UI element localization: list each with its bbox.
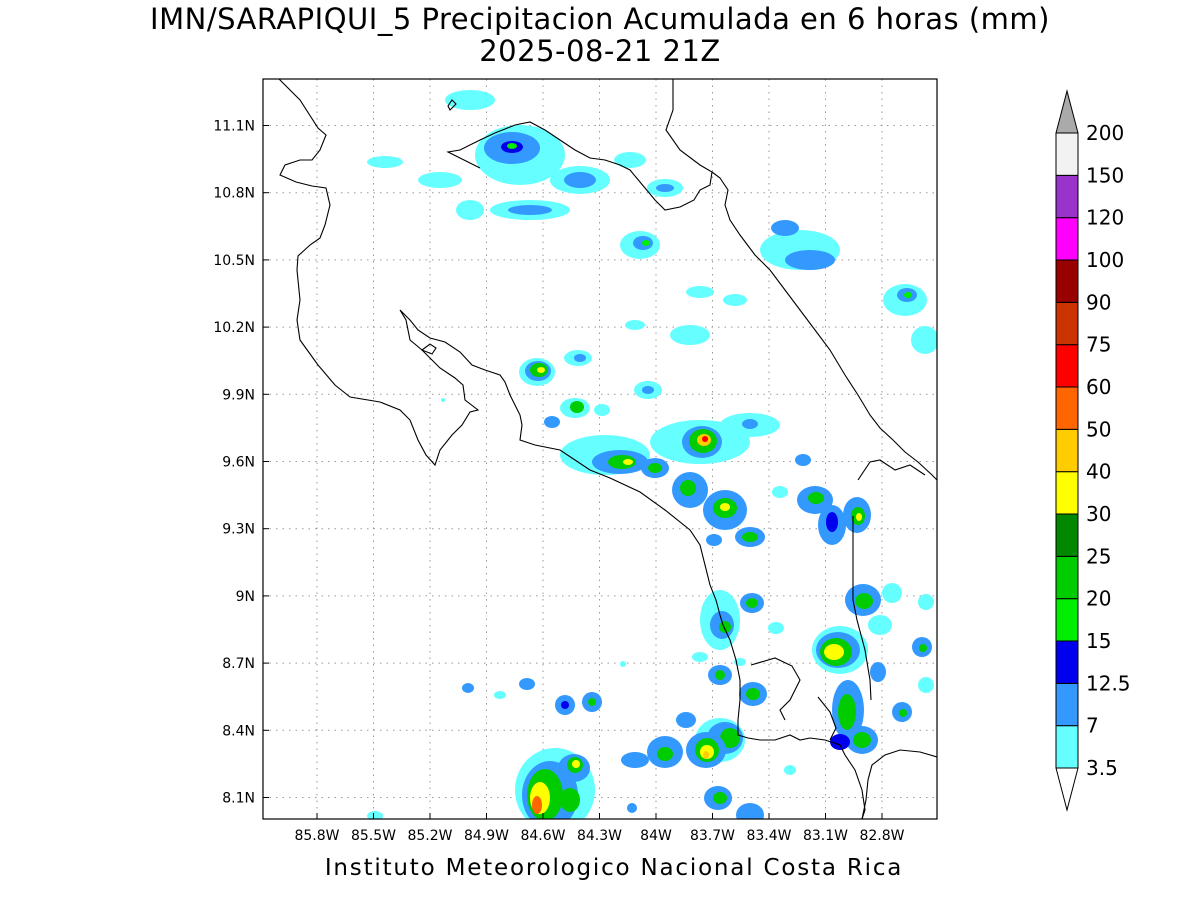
colorbar-box (1055, 132, 1079, 176)
colorbar-box (1055, 386, 1079, 430)
lon-tick-label: 84.9W (464, 828, 509, 844)
colorbar-box (1055, 725, 1079, 769)
colorbar-label: 20 (1086, 587, 1111, 611)
lat-tick-label: 9.6N (222, 455, 255, 471)
colorbar-upper-arrow (1055, 89, 1079, 134)
colorbar-label: 200 (1086, 121, 1124, 145)
map-title: IMN/SARAPIQUI_5 Precipitacion Acumulada … (150, 2, 1050, 36)
colorbar-box (1055, 555, 1079, 600)
lon-tick-label: 83.4W (746, 828, 791, 844)
colorbar-box (1055, 598, 1079, 642)
colorbar-box (1055, 217, 1079, 261)
colorbar-box (1055, 344, 1079, 388)
colorbar-label: 40 (1086, 460, 1111, 484)
lat-tick-label: 8.4N (222, 723, 255, 739)
colorbar-box (1055, 174, 1079, 219)
colorbar-box (1055, 259, 1079, 303)
lat-tick-label: 8.1N (222, 791, 255, 807)
lon-tick-label: 85.2W (407, 828, 452, 844)
colorbar-box (1055, 471, 1079, 515)
colorbar-label: 100 (1086, 248, 1124, 272)
colorbar-label: 3.5 (1086, 756, 1118, 780)
colorbar-box (1055, 513, 1079, 557)
lon-tick-label: 84W (640, 828, 672, 844)
lat-tick-label: 10.2N (213, 320, 255, 336)
colorbar-label: 7 (1086, 714, 1099, 738)
colorbar-lower-arrow (1055, 767, 1079, 812)
lat-tick-label: 10.8N (213, 186, 255, 202)
latitude-tick-labels: 8.1N 8.4N 8.7N 9N 9.3N 9.6N 9.9N 10.2N 10.5N 10.8… (213, 119, 269, 807)
lon-tick-label: 82.8W (859, 828, 904, 844)
colorbar-label: 50 (1086, 417, 1111, 441)
lon-tick-label: 85.8W (294, 828, 339, 844)
lon-tick-label: 83.1W (803, 828, 848, 844)
colorbar-box (1055, 428, 1079, 473)
lon-tick-label: 85.5W (351, 828, 396, 844)
map-valid-time: 2025-08-21 21Z (479, 34, 721, 68)
lat-tick-label: 8.7N (222, 656, 255, 672)
lat-tick-label: 9.3N (222, 522, 255, 538)
colorbar-box (1055, 640, 1079, 684)
colorbar-label: 60 (1086, 375, 1111, 399)
colorbar-label: 75 (1086, 333, 1111, 357)
lat-tick-label: 9N (236, 589, 255, 605)
colorbar: 3.5 7 12.5 15 20 25 30 40 50 60 75 90 100 120 150 200 (1055, 89, 1131, 812)
colorbar-box (1055, 301, 1079, 346)
lon-tick-label: 84.3W (577, 828, 622, 844)
lat-tick-label: 9.9N (222, 387, 255, 403)
longitude-tick-labels: 85.8W 85.5W 85.2W 84.9W 84.6W 84.3W 84W 83.7W 83… (294, 813, 905, 844)
colorbar-label: 12.5 (1086, 671, 1131, 695)
colorbar-label: 90 (1086, 290, 1111, 314)
colorbar-label: 15 (1086, 629, 1111, 653)
lon-tick-label: 84.6W (520, 828, 565, 844)
colorbar-box (1055, 682, 1079, 727)
lat-tick-label: 11.1N (213, 119, 255, 135)
precipitation-field (367, 90, 937, 819)
footer-credit: Instituto Meteorologico Nacional Costa R… (324, 855, 904, 881)
colorbar-label: 30 (1086, 502, 1111, 526)
colorbar-label: 25 (1086, 544, 1111, 568)
coastline (278, 79, 937, 819)
colorbar-label: 150 (1086, 163, 1124, 187)
lat-tick-label: 10.5N (213, 253, 255, 269)
colorbar-label: 120 (1086, 206, 1124, 230)
lon-tick-label: 83.7W (690, 828, 735, 844)
